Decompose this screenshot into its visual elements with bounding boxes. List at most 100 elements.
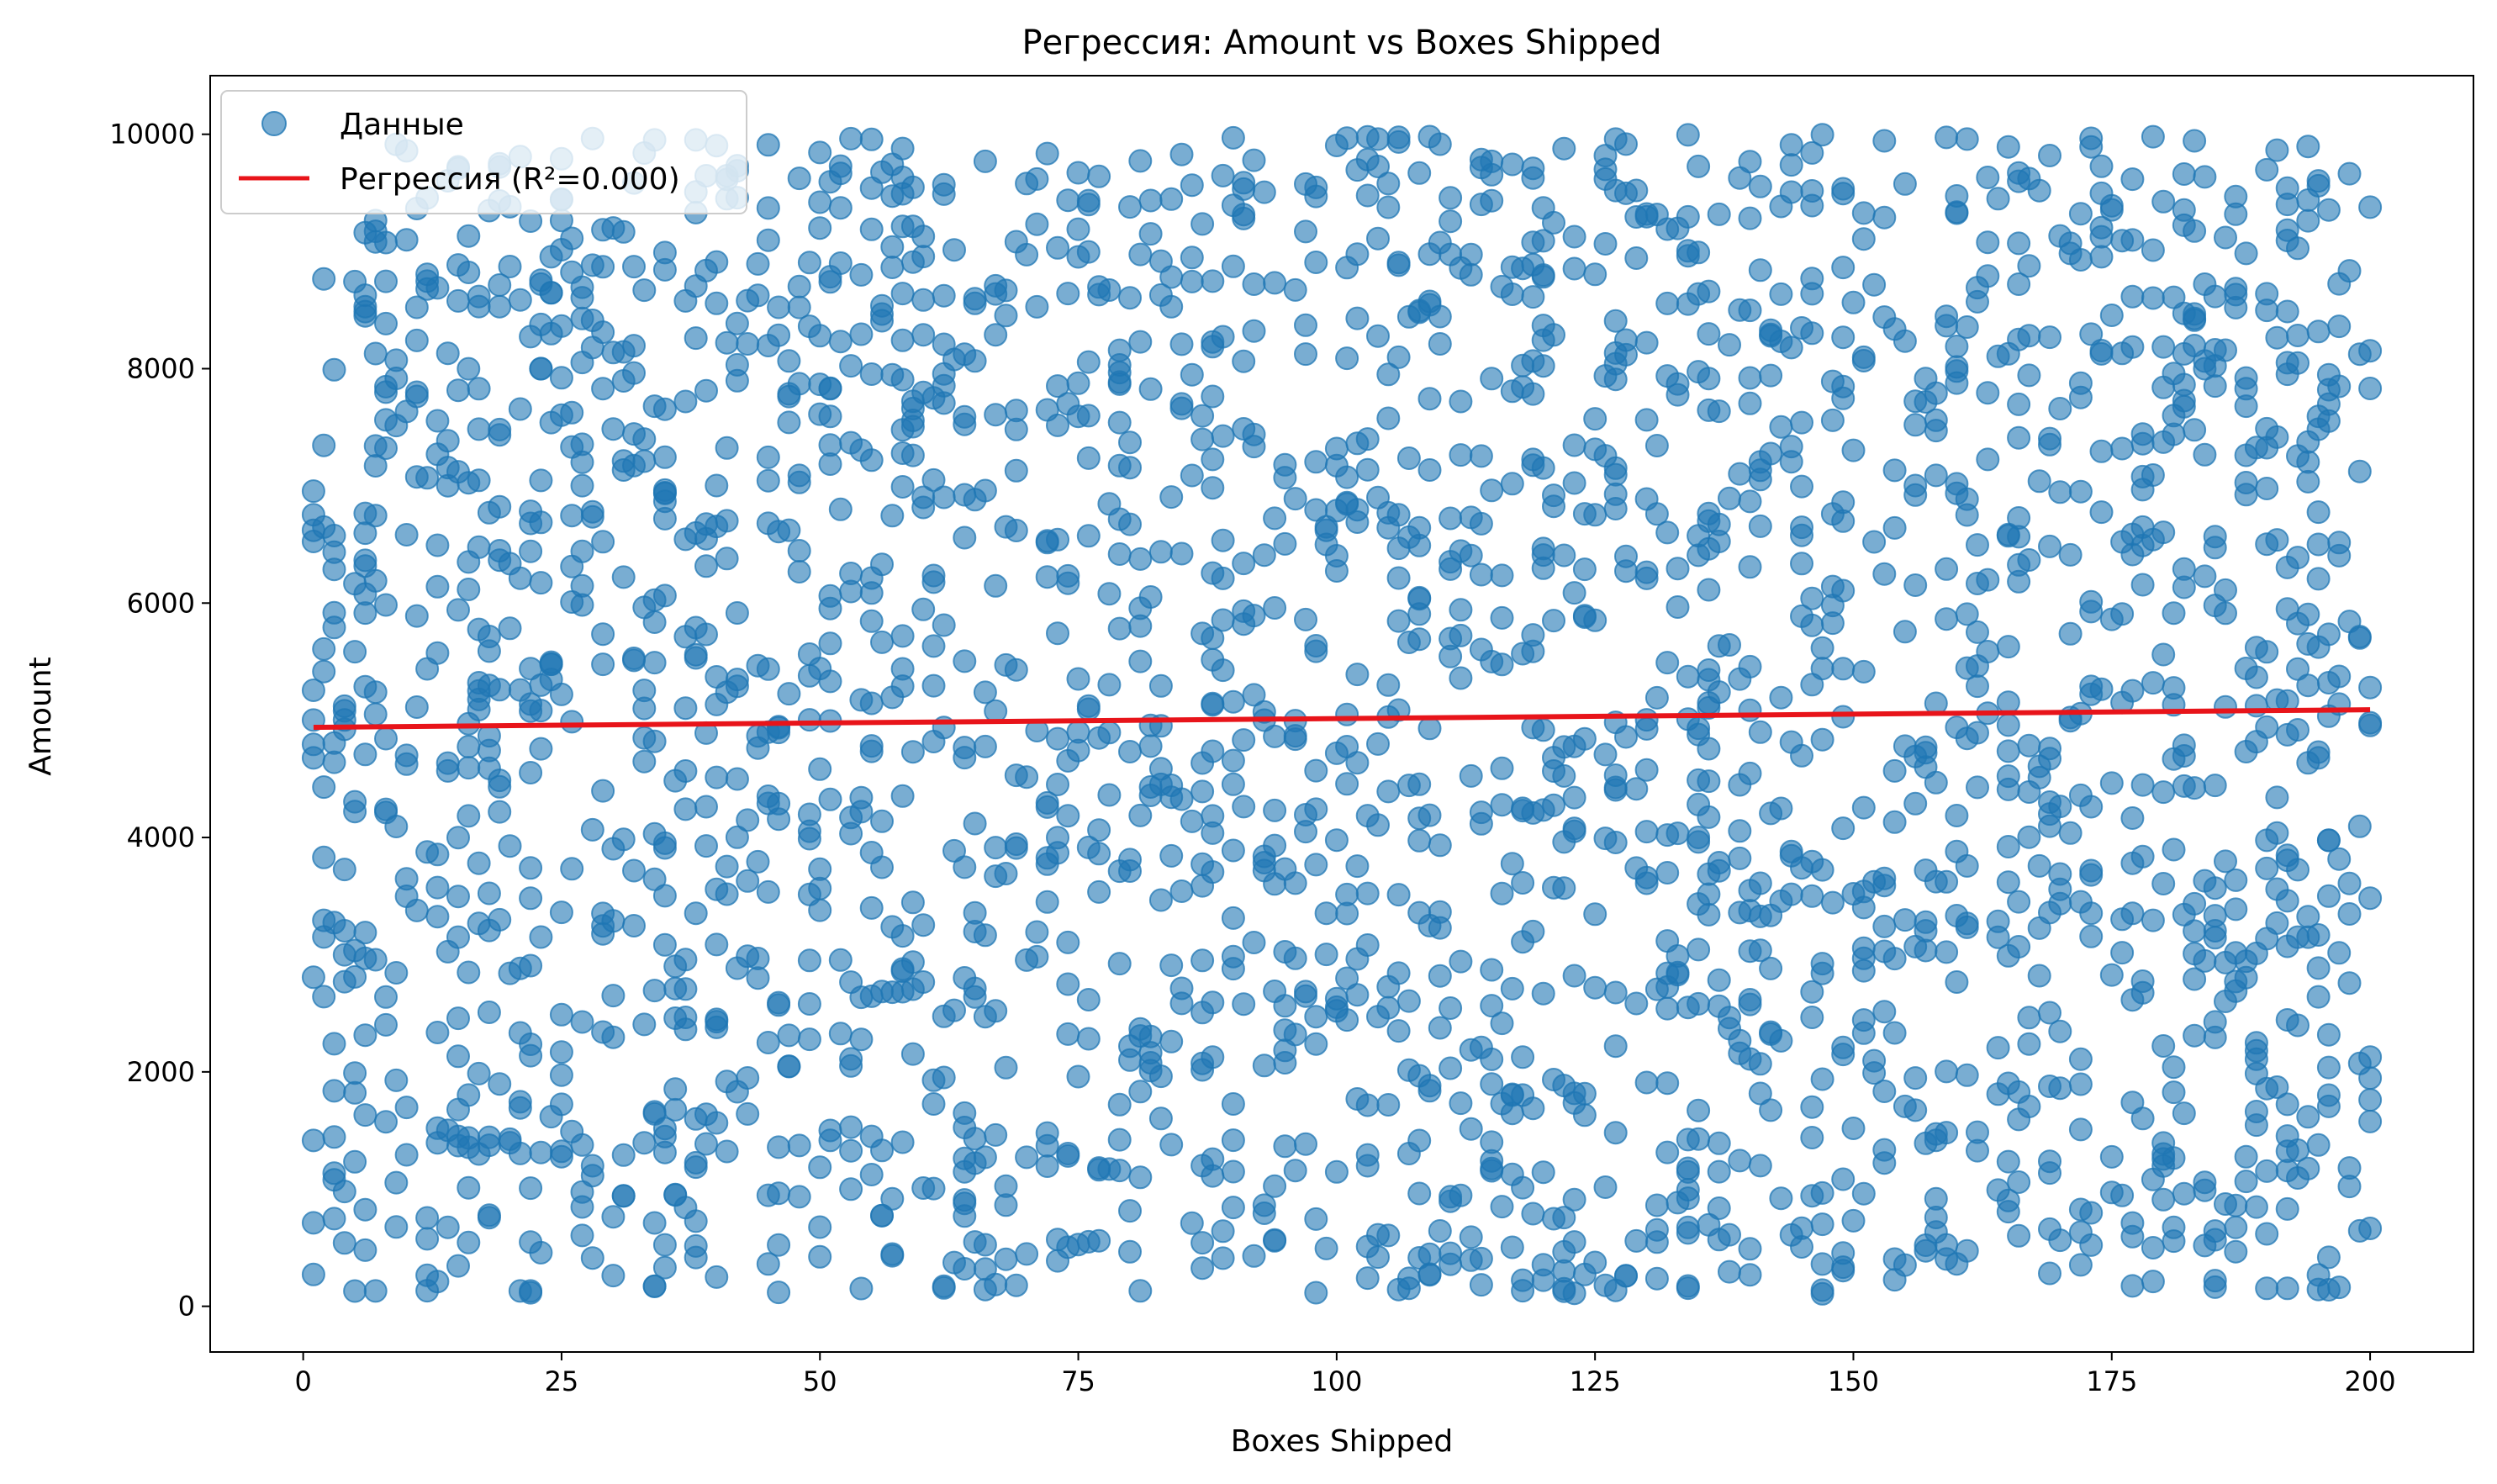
scatter-point — [2275, 597, 2299, 621]
scatter-point — [549, 366, 573, 390]
regression-line-group — [313, 707, 2371, 731]
scatter-point — [394, 1143, 419, 1167]
scatter-point — [1634, 865, 1659, 890]
scatter-point — [2038, 144, 2061, 167]
scatter-point — [312, 267, 336, 291]
scatter-point — [1366, 155, 1390, 178]
scatter-point — [1376, 172, 1401, 196]
scatter-point — [746, 653, 770, 678]
scatter-point — [1851, 345, 1876, 369]
scatter-point — [652, 481, 677, 505]
scatter-point — [1697, 279, 1721, 304]
scatter-point — [921, 1068, 946, 1092]
scatter-point — [1955, 127, 1979, 151]
scatter-point — [1107, 338, 1132, 362]
scatter-point — [849, 688, 874, 712]
scatter-point — [2306, 985, 2331, 1009]
scatter-point — [880, 504, 905, 528]
scatter-point — [673, 1017, 698, 1042]
scatter-point — [890, 367, 915, 392]
scatter-point — [1056, 1143, 1080, 1168]
scatter-point — [1552, 136, 1576, 161]
scatter-point — [1046, 374, 1069, 399]
scatter-point — [1851, 659, 1876, 684]
scatter-point — [1996, 635, 2020, 659]
scatter-point — [1490, 881, 1514, 906]
scatter-point — [1552, 1259, 1576, 1283]
scatter-point — [1893, 734, 1917, 758]
scatter-point — [1562, 433, 1586, 457]
scatter-point — [1624, 1228, 1649, 1253]
scatter-point — [2214, 849, 2237, 874]
scatter-point — [808, 857, 832, 881]
scatter-point — [767, 1233, 791, 1257]
scatter-point — [2027, 469, 2051, 494]
scatter-point — [1366, 324, 1390, 348]
y-tick-label: 6000 — [127, 587, 195, 619]
scatter-point — [1376, 1093, 1401, 1117]
scatter-point — [384, 348, 409, 372]
scatter-point — [1955, 1238, 1979, 1263]
scatter-point — [1914, 390, 1938, 414]
scatter-point — [1283, 946, 1307, 970]
scatter-point — [1439, 1241, 1463, 1265]
scatter-point — [1996, 870, 2020, 895]
scatter-point — [1841, 1117, 1866, 1140]
scatter-point — [1439, 996, 1463, 1020]
scatter-point — [2151, 335, 2176, 359]
scatter-point — [1945, 472, 1969, 496]
scatter-point — [1738, 366, 1762, 390]
scatter-point — [2316, 1022, 2341, 1047]
scatter-point — [1046, 235, 1069, 260]
scatter-point — [1469, 811, 1493, 836]
scatter-point — [2141, 1236, 2165, 1260]
scatter-point — [1996, 713, 2020, 737]
scatter-point — [2193, 356, 2217, 381]
scatter-point — [1831, 1035, 1856, 1059]
scatter-point — [1531, 263, 1555, 288]
scatter-point — [1935, 607, 1959, 631]
scatter-point — [684, 901, 708, 926]
scatter-point — [1221, 957, 1245, 981]
scatter-point — [2244, 436, 2268, 460]
scatter-point — [343, 1080, 367, 1105]
scatter-point — [2017, 254, 2041, 278]
scatter-point — [900, 1042, 925, 1066]
scatter-point — [1903, 1066, 1928, 1091]
scatter-point — [2151, 642, 2176, 667]
scatter-point — [322, 615, 346, 640]
scatter-point — [1407, 585, 1432, 610]
scatter-point — [1386, 566, 1411, 590]
scatter-point — [591, 622, 615, 647]
scatter-point — [1190, 852, 1215, 876]
scatter-point — [859, 362, 884, 386]
scatter-point — [2347, 1051, 2372, 1075]
scatter-point — [1862, 1048, 1887, 1073]
scatter-point — [1831, 816, 1856, 841]
scatter-point — [932, 172, 956, 197]
scatter-point — [404, 604, 429, 628]
scatter-point — [580, 1246, 604, 1270]
scatter-point — [1015, 948, 1039, 972]
scatter-point — [2244, 1195, 2268, 1219]
scatter-point — [1201, 269, 1225, 293]
scatter-point — [1169, 879, 1194, 903]
y-tick-label: 2000 — [127, 1056, 195, 1088]
scatter-point — [1232, 728, 1256, 753]
scatter-point — [1056, 930, 1080, 954]
scatter-point — [1593, 364, 1618, 388]
scatter-point — [1118, 286, 1142, 310]
scatter-point — [1294, 172, 1317, 196]
scatter-point — [1996, 1188, 2020, 1212]
scatter-point — [1376, 1223, 1401, 1248]
scatter-point — [1779, 1223, 1803, 1247]
scatter-point — [1718, 1223, 1741, 1247]
scatter-point — [457, 224, 481, 248]
scatter-point — [2120, 228, 2145, 252]
scatter-point — [425, 905, 450, 929]
scatter-point — [1076, 188, 1101, 213]
scatter-point — [1355, 1093, 1380, 1117]
scatter-point — [2234, 377, 2258, 401]
scatter-point — [1687, 826, 1711, 849]
scatter-point — [1707, 634, 1731, 658]
